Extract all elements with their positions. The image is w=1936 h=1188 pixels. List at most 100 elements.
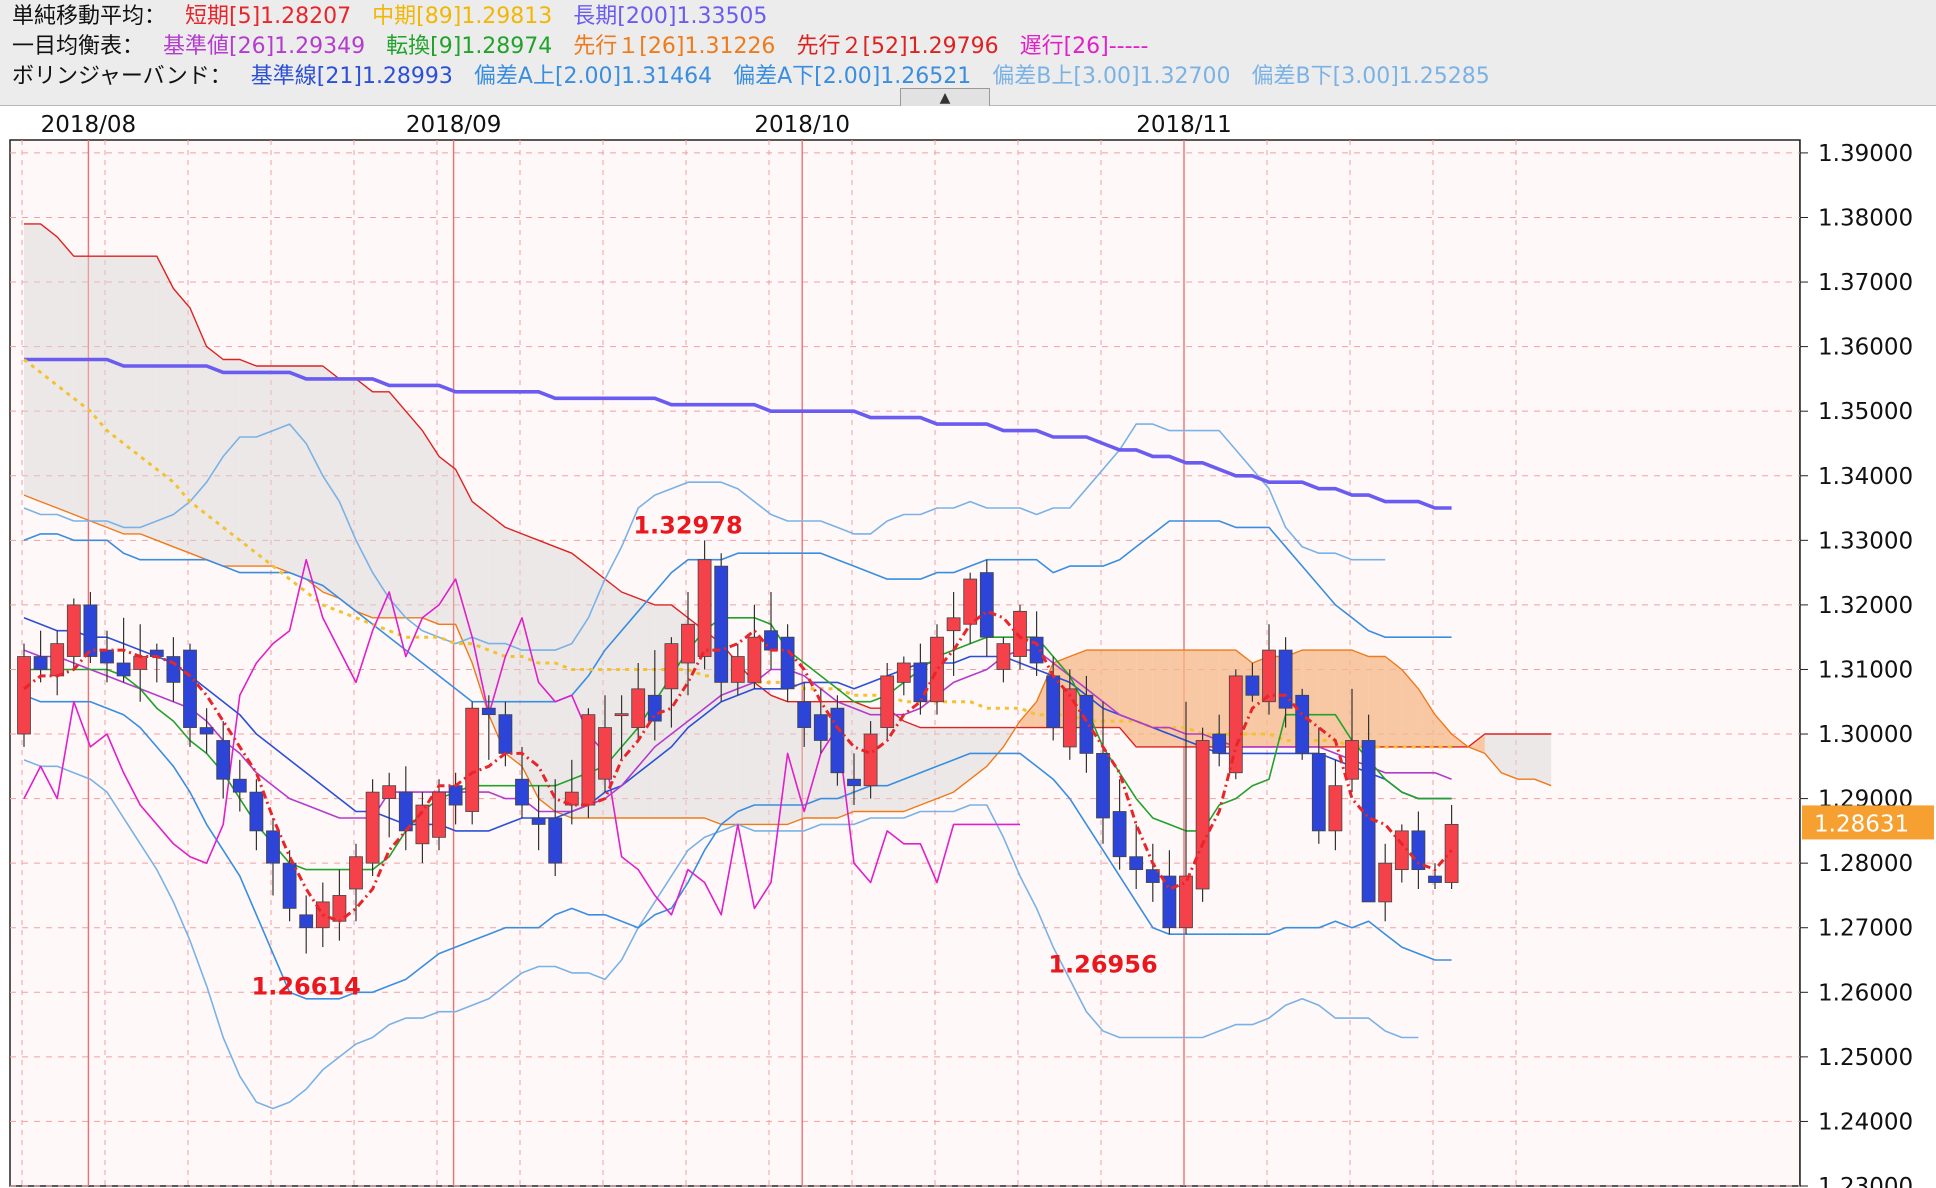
- price-tick-label: 1.27000: [1818, 916, 1913, 942]
- price-tick-label: 1.37000: [1818, 270, 1913, 296]
- candle-body: [1228, 675, 1243, 774]
- price-annotation: 1.26614: [252, 973, 361, 1001]
- sma-long-line: [24, 357, 1452, 510]
- candle-body: [1212, 733, 1227, 754]
- candle-body: [1162, 875, 1177, 929]
- candle-body: [664, 643, 679, 690]
- ichimoku-cloud-segment: [1169, 650, 1186, 747]
- legend-row-bollinger: ボリンジャーバンド： 基準線[21]1.28993 偏差A上[2.00]1.31…: [12, 62, 1504, 92]
- legend-senkou2: 先行２[52]1.29796: [796, 34, 999, 59]
- legend-row-sma: 単純移動平均： 短期[5]1.28207 中期[89]1.29813 長期[20…: [12, 2, 781, 32]
- price-tick-label: 1.32000: [1818, 593, 1913, 619]
- month-label: 2018/09: [406, 112, 502, 138]
- price-tick-label: 1.23000: [1818, 1174, 1913, 1188]
- ichimoku-cloud-segment: [1435, 714, 1452, 747]
- candle-body: [66, 604, 81, 657]
- ichimoku-cloud-segment: [1368, 656, 1386, 747]
- ichimoku-cloud-segment: [903, 721, 921, 812]
- price-tick-label: 1.28000: [1818, 851, 1913, 877]
- ichimoku-cloud-segment: [621, 591, 639, 818]
- ichimoku-cloud-segment: [273, 365, 290, 573]
- legend-sma-short: 短期[5]1.28207: [185, 4, 352, 29]
- candle-body: [930, 636, 944, 703]
- price-tick-label: 1.38000: [1818, 205, 1913, 231]
- ichimoku-cloud-segment: [239, 359, 257, 567]
- candle-body: [1013, 610, 1027, 657]
- candle-body: [432, 791, 446, 838]
- candle-body: [382, 785, 397, 799]
- candle-body: [830, 707, 845, 774]
- ichimoku-cloud-segment: [737, 663, 755, 825]
- candle-body: [1328, 785, 1343, 832]
- candle-body: [979, 572, 994, 638]
- candle-body: [1262, 649, 1276, 703]
- candle-body: [365, 791, 380, 864]
- ichimoku-cloud-segment: [389, 391, 406, 618]
- candle-body: [813, 714, 828, 741]
- ichimoku-cloud-segment: [455, 469, 473, 663]
- candle-body: [481, 707, 496, 716]
- candle-body: [33, 656, 48, 670]
- ichimoku-cloud-segment: [986, 727, 1004, 767]
- legend-kijun: 基準値[26]1.29349: [163, 34, 366, 59]
- candlestick-chart[interactable]: 1.39000 1.38000 1.37000 1.36000 1.35000 1.340…: [0, 106, 1936, 1188]
- bollinger-b-lower-line: [23, 759, 1419, 1110]
- ichimoku-cloud-segment: [1103, 650, 1120, 728]
- candle-body: [614, 713, 629, 717]
- candle-body: [83, 604, 98, 657]
- ichimoku-cloud-segment: [538, 540, 556, 812]
- ichimoku-cloud-segment: [140, 256, 157, 541]
- candle-body: [681, 623, 695, 664]
- ichimoku-cloud-segment: [472, 501, 489, 715]
- candle-body: [349, 856, 363, 890]
- ichimoku-cloud-segment: [1152, 650, 1170, 747]
- price-tick-label: 1.25000: [1818, 1045, 1913, 1071]
- candle-body: [631, 688, 646, 728]
- ichimoku-cloud-segment: [1186, 650, 1203, 747]
- candle-body: [515, 778, 529, 806]
- candle-body: [946, 617, 961, 632]
- candle-body: [465, 707, 480, 812]
- ichimoku-cloud-segment: [24, 223, 41, 502]
- ichimoku-cloud-segment: [289, 365, 307, 580]
- ichimoku-cloud-segment: [1335, 650, 1352, 747]
- candle-body: [1046, 675, 1061, 728]
- month-label: 2018/11: [1136, 112, 1232, 138]
- candle-body: [730, 656, 745, 683]
- candle-body: [747, 636, 762, 683]
- price-tick-label: 1.24000: [1818, 1109, 1913, 1135]
- ichimoku-cloud-segment: [1484, 734, 1502, 773]
- candle-body: [183, 649, 197, 728]
- collapse-legend-button[interactable]: ▲: [900, 88, 990, 106]
- candle-body: [1278, 649, 1293, 709]
- candle-body: [780, 636, 795, 690]
- price-tick-label: 1.35000: [1818, 399, 1913, 425]
- ichimoku-cloud-segment: [439, 456, 456, 625]
- chikou-span-line: [23, 558, 1020, 916]
- ichimoku-cloud-segment: [771, 695, 788, 825]
- candle-body: [963, 578, 978, 625]
- ichimoku-cloud-segment: [405, 411, 423, 618]
- senkou-span-1-line: [23, 494, 1552, 826]
- candle-body: [996, 643, 1011, 670]
- candle-body: [581, 714, 596, 806]
- ichimoku-cloud-segment: [1401, 669, 1419, 747]
- ichimoku-cloud-segment: [721, 643, 738, 825]
- ichimoku-cloud-segment: [40, 223, 58, 509]
- candle-body: [564, 791, 579, 806]
- candle-body: [880, 675, 895, 728]
- candle-body: [797, 701, 812, 728]
- ichimoku-cloud-segment: [555, 546, 572, 818]
- price-tick-label: 1.26000: [1818, 980, 1913, 1006]
- month-label: 2018/08: [41, 112, 137, 138]
- ichimoku-cloud-segment: [1534, 734, 1552, 786]
- ichimoku-cloud-segment: [73, 256, 91, 521]
- legend-tenkan: 転換[9]1.28974: [386, 34, 553, 59]
- candle-body: [1079, 694, 1094, 754]
- candle-body: [249, 791, 264, 832]
- price-tick-label: 1.30000: [1818, 722, 1913, 748]
- legend-bb-b-up: 偏差B上[3.00]1.32700: [992, 64, 1231, 89]
- candle-body: [133, 656, 148, 670]
- candle-body: [216, 740, 231, 780]
- price-tick-label: 1.31000: [1818, 657, 1913, 683]
